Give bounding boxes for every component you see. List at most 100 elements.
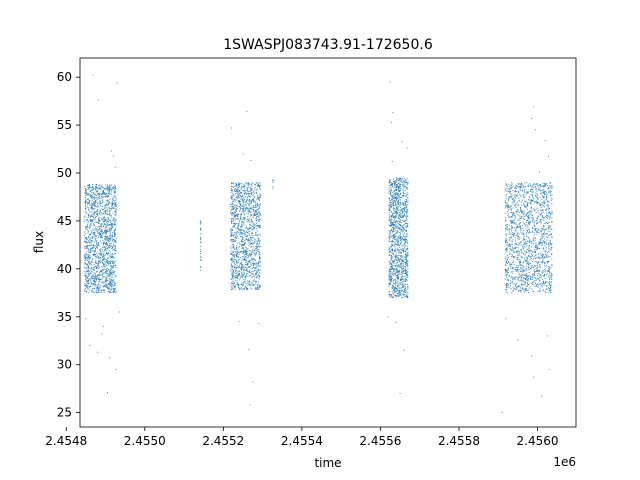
data-point [395,240,397,242]
data-point [99,233,101,235]
data-point [244,205,246,207]
data-point [246,268,247,270]
data-point [528,232,530,234]
data-point [104,188,106,190]
data-point [232,212,234,214]
data-point [550,281,552,283]
data-point [96,255,98,257]
data-point [233,223,235,225]
data-point [544,262,546,264]
data-point [506,203,508,205]
data-point [106,185,108,187]
data-point [242,219,244,221]
data-point [509,263,511,265]
data-point [236,197,238,199]
data-point [109,234,111,236]
data-point [508,268,510,270]
data-point [233,255,235,257]
data-point [390,210,392,212]
data-point [85,212,87,214]
data-point [396,186,398,188]
data-point [535,254,537,256]
data-point [543,257,545,259]
data-point [93,213,95,215]
data-point [110,215,112,217]
data-point [535,266,537,268]
data-point [106,200,108,202]
data-point [394,185,396,187]
data-point [112,222,114,224]
data-point [96,188,98,190]
data-point [230,240,232,242]
data-point [250,199,252,201]
data-point [249,200,251,202]
data-point [405,198,407,200]
data-point [547,243,549,245]
data-point [259,214,261,216]
data-point [237,257,239,259]
data-point [528,251,530,253]
data-point [551,198,553,200]
data-point [106,233,108,235]
data-point [245,227,247,229]
data-point [388,254,390,256]
data-point [237,229,239,231]
data-point [87,194,89,196]
data-point [249,243,251,245]
data-point [98,198,100,200]
data-point [398,235,400,237]
data-point [401,278,403,280]
data-point [94,237,96,239]
data-point [258,204,260,206]
data-point [390,246,392,248]
data-point [91,205,93,207]
data-point [250,232,252,234]
data-point [93,229,95,231]
data-point [398,252,400,254]
data-point [259,285,261,287]
data-point [233,253,235,255]
data-point [101,199,103,201]
data-point [543,202,545,204]
data-point [394,287,396,289]
data-point [513,234,515,236]
data-point [390,263,392,265]
data-point [393,209,395,211]
data-point [106,199,108,201]
data-point [543,240,545,242]
data-point [115,198,117,200]
data-point [114,253,116,255]
data-point [255,211,257,213]
data-point [106,188,108,190]
data-point [254,241,256,243]
data-point [113,239,115,241]
data-point [241,232,243,234]
data-point [248,284,250,286]
data-point [392,262,394,264]
data-point [550,278,552,280]
data-point [507,283,509,285]
data-point [520,184,522,186]
data-point [106,213,108,215]
data-point [93,266,95,268]
data-point [94,205,96,207]
data-point [540,214,542,216]
data-point [85,284,87,286]
data-point [105,193,107,195]
data-point [235,261,237,263]
data-point [106,239,108,241]
data-point [543,185,545,187]
data-point [112,270,114,272]
data-point [396,179,398,181]
data-point [240,192,242,194]
data-point [114,224,116,226]
data-point [88,200,90,202]
data-point [114,196,116,198]
data-point [396,235,398,237]
data-point [518,200,520,202]
data-point [389,230,391,232]
data-point [545,199,547,201]
data-point [542,257,544,259]
data-point [259,246,261,248]
data-point [104,211,106,213]
